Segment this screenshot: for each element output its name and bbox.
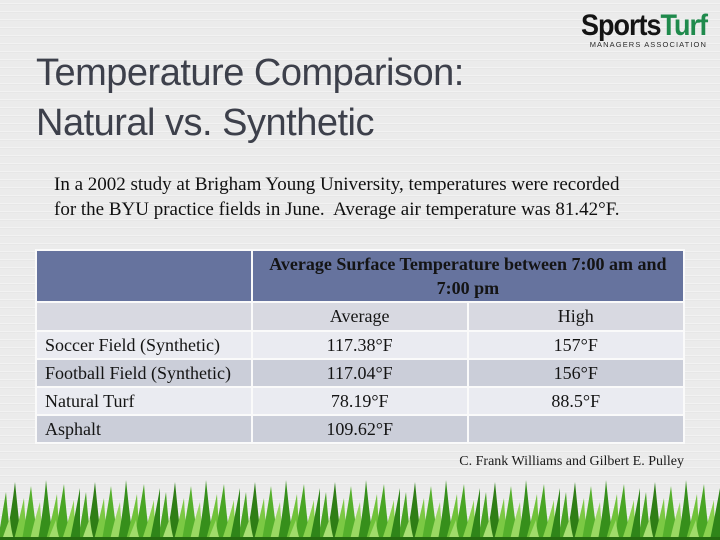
- slide-title: Temperature Comparison: Natural vs. Synt…: [36, 48, 464, 148]
- row-label-cell: Soccer Field (Synthetic): [37, 332, 251, 358]
- logo-subtitle: MANAGERS ASSOCIATION: [589, 40, 707, 49]
- column-header-high: High: [468, 303, 683, 330]
- row-average-cell: 78.19°F: [252, 388, 467, 414]
- row-high-cell: 157°F: [468, 332, 683, 358]
- row-average-cell: 109.62°F: [252, 416, 467, 442]
- table-subheader-row: Average High: [37, 303, 683, 330]
- table-row: Natural Turf 78.19°F 88.5°F: [37, 388, 683, 414]
- row-high-cell: 156°F: [468, 360, 683, 386]
- title-line-1: Temperature Comparison:: [36, 52, 464, 94]
- row-high-cell: [468, 416, 683, 442]
- table-row: Asphalt 109.62°F: [37, 416, 683, 442]
- table-merged-header-cell: Average Surface Temperature between 7:00…: [252, 251, 683, 301]
- row-average-cell: 117.38°F: [252, 332, 467, 358]
- temperature-table: Average Surface Temperature between 7:00…: [35, 249, 685, 444]
- table-header-row: Average Surface Temperature between 7:00…: [37, 251, 683, 301]
- row-label-cell: Natural Turf: [37, 388, 251, 414]
- title-line-2: Natural vs. Synthetic: [36, 102, 374, 144]
- column-header-average: Average: [252, 303, 467, 330]
- row-label-cell: Asphalt: [37, 416, 251, 442]
- attribution-text: C. Frank Williams and Gilbert E. Pulley: [459, 454, 684, 469]
- subheader-empty-cell: [37, 303, 251, 330]
- intro-paragraph: In a 2002 study at Brigham Young Univers…: [54, 172, 620, 222]
- row-high-cell: 88.5°F: [468, 388, 683, 414]
- logo-text-turf: Turf: [660, 8, 708, 42]
- row-label-cell: Football Field (Synthetic): [37, 360, 251, 386]
- intro-line-2: for the BYU practice fields in June. Ave…: [54, 199, 620, 220]
- intro-line-1: In a 2002 study at Brigham Young Univers…: [54, 174, 620, 195]
- logo-wordmark: SportsTurf: [581, 8, 708, 42]
- table-corner-cell: [37, 251, 251, 301]
- logo-text-sports: Sports: [581, 8, 662, 42]
- sportsturf-logo: SportsTurf MANAGERS ASSOCIATION: [581, 8, 708, 49]
- table-row: Soccer Field (Synthetic) 117.38°F 157°F: [37, 332, 683, 358]
- row-average-cell: 117.04°F: [252, 360, 467, 386]
- grass-border-image: [0, 480, 720, 540]
- table-row: Football Field (Synthetic) 117.04°F 156°…: [37, 360, 683, 386]
